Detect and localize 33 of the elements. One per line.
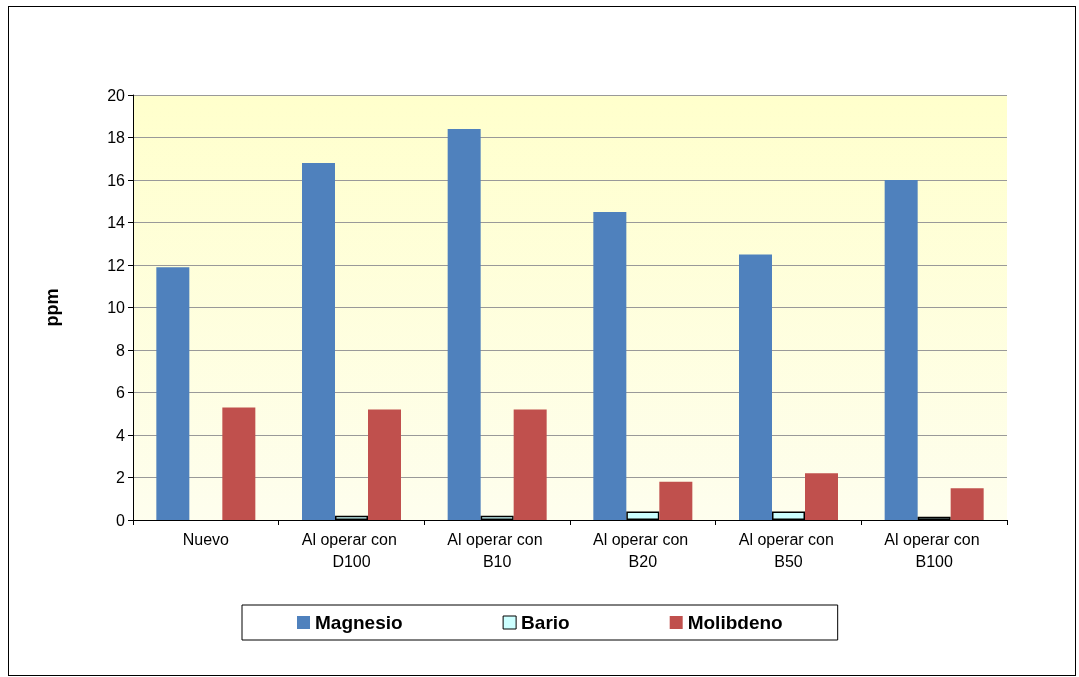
x-tick-label: Nuevo <box>182 530 230 548</box>
y-tick-label: 12 <box>107 256 126 274</box>
y-tick-label: 2 <box>116 469 126 486</box>
bar <box>156 267 190 520</box>
x-tick-label: Al operar con B100 <box>884 530 984 570</box>
y-tick-label: 18 <box>107 129 126 146</box>
bar <box>222 407 256 520</box>
bar <box>950 488 984 520</box>
x-tick-label: Al operar con B20 <box>593 530 693 570</box>
bar <box>513 409 547 520</box>
legend-label: Bario <box>521 612 570 633</box>
y-tick-label: 14 <box>107 214 126 231</box>
bar <box>805 473 838 520</box>
x-tick-label: Al operar con B10 <box>447 530 547 570</box>
x-tick-label: Al operar con B50 <box>738 530 839 570</box>
legend-label: Molibdeno <box>687 612 783 633</box>
bar <box>659 481 693 520</box>
legend-label: Magnesio <box>315 612 403 633</box>
y-axis-title: ppm <box>42 288 62 327</box>
bar <box>368 409 401 520</box>
y-tick-label: 16 <box>107 171 126 189</box>
bar <box>739 254 772 520</box>
y-tick-label: 20 <box>107 86 126 104</box>
x-tick-label: Al operar con D100 <box>301 530 402 570</box>
y-tick-label: 0 <box>116 511 126 529</box>
bar <box>593 211 627 520</box>
bar <box>302 163 335 520</box>
bar <box>884 180 918 520</box>
y-tick-label: 4 <box>116 426 126 444</box>
y-tick-label: 6 <box>116 384 126 401</box>
y-tick-label: 8 <box>116 341 126 359</box>
y-tick-label: 10 <box>107 299 126 316</box>
bar <box>447 129 481 520</box>
